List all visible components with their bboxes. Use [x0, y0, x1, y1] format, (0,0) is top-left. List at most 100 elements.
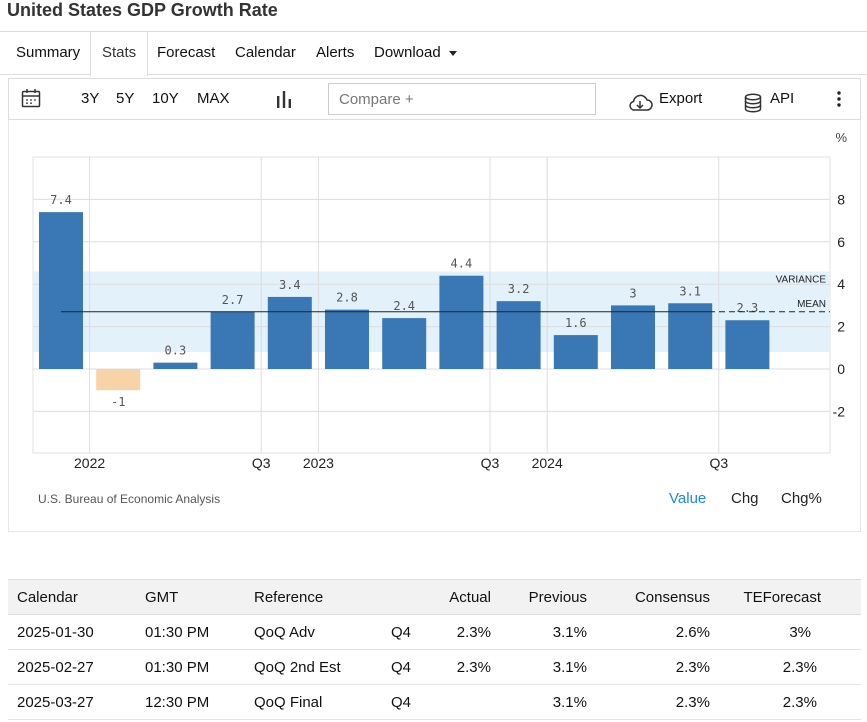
y-tick-label: 8	[837, 191, 845, 207]
bar-value-label: 2.4	[393, 299, 415, 313]
range-10y-button[interactable]: 10Y	[152, 90, 179, 107]
col-actual: Actual	[421, 579, 499, 615]
chart-bar	[39, 212, 83, 369]
api-button[interactable]: API	[744, 79, 794, 119]
bar-value-label: 3.2	[508, 282, 530, 296]
cell-reference[interactable]: QoQ Final	[245, 684, 382, 720]
bar-value-label: 1.6	[565, 316, 587, 330]
bar-value-label: -1	[111, 395, 125, 409]
y-unit-label: %	[835, 130, 847, 145]
cell-reference[interactable]: QoQ 2nd Est	[245, 649, 382, 685]
table-row: 2025-02-27 01:30 PM QoQ 2nd Est Q4 2.3% …	[8, 649, 861, 685]
y-tick-label: 6	[837, 234, 845, 250]
y-tick-label: 4	[837, 276, 845, 292]
chart-bar	[96, 369, 141, 391]
bar-value-label: 4.4	[451, 257, 473, 271]
tab-download[interactable]: Download	[374, 32, 457, 75]
col-gmt: GMT	[136, 579, 245, 615]
cell-date: 2025-03-27	[8, 684, 136, 720]
chart-bar	[611, 305, 655, 369]
x-tick-label: Q3	[481, 455, 500, 471]
tab-bar: Summary Stats Forecast Calendar Alerts D…	[0, 31, 867, 76]
tab-stats[interactable]: Stats	[90, 32, 149, 76]
view-value-button[interactable]: Value	[669, 490, 707, 507]
y-tick-label: -2	[833, 403, 846, 419]
chart-bar	[668, 303, 713, 369]
bar-chart-icon[interactable]	[276, 90, 292, 108]
chart-toolbar: 3Y 5Y 10Y MAX Export API	[8, 78, 861, 120]
range-3y-button[interactable]: 3Y	[81, 90, 100, 107]
x-tick-label: 2024	[532, 455, 563, 471]
bar-value-label: 3.4	[279, 278, 301, 292]
cell-actual: 2.3%	[421, 614, 499, 650]
view-chg-pct-button[interactable]: Chg%	[781, 490, 822, 507]
chart-bar	[496, 301, 541, 369]
cell-period: Q4	[382, 649, 421, 685]
cell-previous: 3.1%	[499, 614, 595, 650]
tab-alerts[interactable]: Alerts	[316, 44, 355, 61]
gdp-bar-chart: 7.4 -1 0.3 2.7 3.4 2.8 2.4 4.4 3.2 1.6 3 3.1 2.3 VARI…	[32, 130, 847, 471]
bar-value-label: 3.1	[679, 284, 701, 298]
vertical-dots-icon[interactable]	[836, 90, 842, 108]
view-chg-button[interactable]: Chg	[731, 490, 759, 507]
calendar-header-row: Calendar GMT Reference Actual Previous C…	[8, 579, 861, 615]
bar-value-label: 2.8	[336, 291, 358, 305]
y-tick-label: 0	[837, 361, 845, 377]
tab-download-label: Download	[374, 44, 441, 61]
x-tick-label: Q3	[252, 455, 271, 471]
chart-panel: 7.4 -1 0.3 2.7 3.4 2.8 2.4 4.4 3.2 1.6 3 3.1 2.3 VARI…	[8, 120, 861, 532]
compare-input[interactable]	[328, 83, 596, 115]
export-label: Export	[659, 90, 703, 107]
chart-source: U.S. Bureau of Economic Analysis	[38, 492, 221, 506]
cell-actual: 2.3%	[421, 649, 499, 685]
mean-label: MEAN	[797, 299, 826, 310]
cloud-download-icon	[627, 89, 653, 111]
chevron-down-icon	[448, 50, 457, 56]
chart-bar	[267, 296, 312, 369]
cell-gmt: 01:30 PM	[136, 649, 245, 685]
chart-bar	[725, 320, 770, 369]
cell-previous: 3.1%	[499, 684, 595, 720]
cell-date: 2025-02-27	[8, 649, 136, 685]
col-period	[382, 579, 421, 615]
chart-bar	[325, 309, 369, 369]
chart-bar	[553, 335, 598, 369]
col-reference: Reference	[245, 579, 382, 615]
range-max-button[interactable]: MAX	[197, 90, 230, 107]
cell-consensus: 2.6%	[595, 614, 718, 650]
col-calendar: Calendar	[8, 579, 136, 615]
chart-bar	[153, 362, 198, 369]
cell-reference[interactable]: QoQ Adv	[245, 614, 382, 650]
bar-value-label: 2.7	[222, 293, 244, 307]
tab-calendar[interactable]: Calendar	[235, 44, 296, 61]
bar-value-label: 0.3	[165, 344, 187, 358]
bar-value-label: 7.4	[50, 193, 72, 207]
chart-bar	[210, 311, 255, 369]
x-tick-label: 2023	[303, 455, 334, 471]
table-row: 2025-01-30 01:30 PM QoQ Adv Q4 2.3% 3.1%…	[8, 614, 861, 650]
tab-summary[interactable]: Summary	[16, 44, 81, 61]
cell-consensus: 2.3%	[595, 684, 718, 720]
cell-consensus: 2.3%	[595, 649, 718, 685]
api-label: API	[770, 90, 795, 107]
calendar-table: Calendar GMT Reference Actual Previous C…	[8, 579, 861, 720]
calendar-icon[interactable]	[21, 88, 41, 108]
col-previous: Previous	[499, 579, 595, 615]
cell-teforecast: 3%	[718, 614, 861, 650]
x-tick-label: 2022	[74, 455, 105, 471]
variance-label: VARIANCE	[776, 274, 827, 285]
cell-date: 2025-01-30	[8, 614, 136, 650]
x-tick-label: Q3	[709, 455, 728, 471]
cell-teforecast: 2.3%	[718, 684, 861, 720]
table-row: 2025-03-27 12:30 PM QoQ Final Q4 3.1% 2.…	[8, 684, 861, 720]
range-5y-button[interactable]: 5Y	[116, 90, 135, 107]
export-button[interactable]: Export	[627, 79, 702, 119]
y-tick-label: 2	[837, 319, 845, 335]
cell-gmt: 01:30 PM	[136, 614, 245, 650]
tab-forecast[interactable]: Forecast	[157, 44, 216, 61]
cell-teforecast: 2.3%	[718, 649, 861, 685]
cell-period: Q4	[382, 614, 421, 650]
chart-bar	[382, 318, 427, 369]
cell-actual	[421, 684, 499, 720]
col-consensus: Consensus	[595, 579, 718, 615]
